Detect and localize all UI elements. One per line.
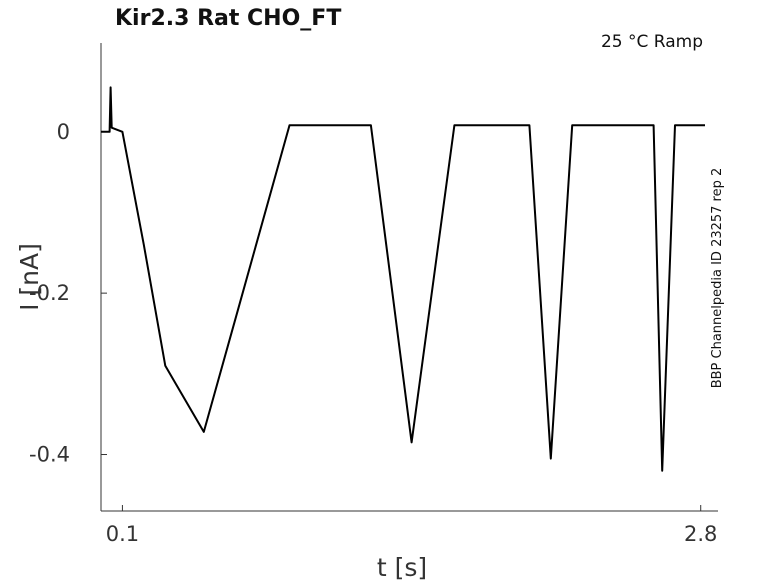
- condition-label: 25 °C Ramp: [601, 32, 703, 52]
- x-axis-label: t [s]: [377, 553, 427, 582]
- x-tick-label-1: 2.8: [684, 522, 717, 546]
- y-tick-label-1: -0.2: [29, 281, 70, 305]
- series-line-0: [101, 86, 705, 472]
- plot-area: [101, 86, 705, 472]
- x-ticks: 0.1 2.8: [106, 505, 717, 546]
- y-ticks: 0 -0.2 -0.4: [29, 120, 107, 467]
- x-tick-label-0: 0.1: [106, 522, 139, 546]
- y-tick-label-2: -0.4: [29, 443, 70, 467]
- y-axis-label: I [nA]: [15, 243, 44, 311]
- y-tick-label-0: 0: [57, 120, 70, 144]
- chart-title: Kir2.3 Rat CHO_FT: [115, 6, 341, 31]
- side-label: BBP Channelpedia ID 23257 rep 2: [710, 168, 725, 389]
